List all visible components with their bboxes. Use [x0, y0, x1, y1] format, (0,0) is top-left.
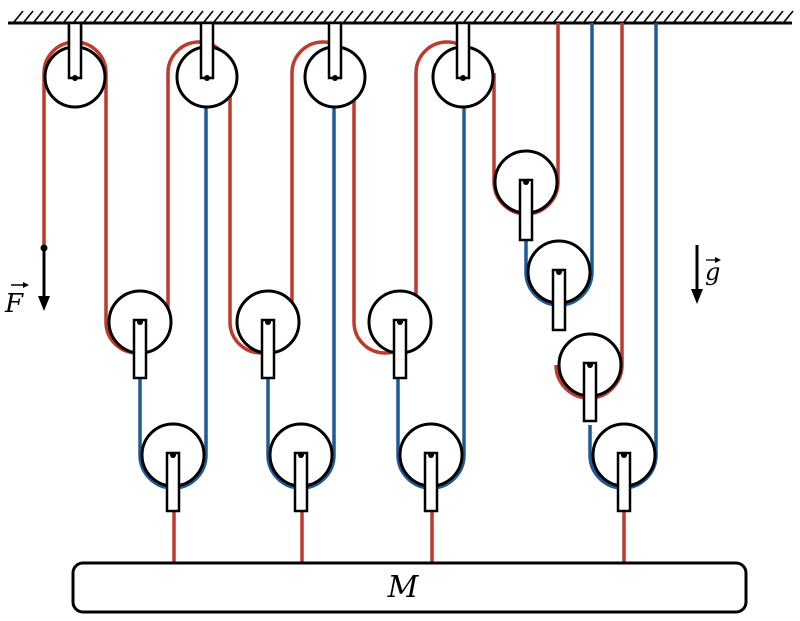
force-label-text: F: [4, 289, 24, 319]
gravity-label-text: g: [705, 258, 720, 286]
movable-pulley-upper-2: [235, 289, 301, 380]
cascade-pulley-2: [526, 239, 592, 332]
cascade-pulley-4: [591, 422, 657, 513]
ceiling: [8, 10, 794, 25]
force-label: F: [4, 282, 29, 319]
fixed-pulley-1: [43, 21, 107, 109]
movable-pulley-upper-1: [107, 289, 173, 380]
movable-pulley-lower-2: [268, 422, 334, 513]
mass-connectors: [172, 510, 626, 563]
cascade-pulley-1: [493, 149, 559, 242]
movable-pulley-upper-3: [367, 289, 433, 380]
movable-pulley-lower-3: [398, 422, 464, 513]
gravity-label: g: [705, 257, 721, 286]
mass-block: M: [71, 561, 748, 614]
mass-label: M: [387, 570, 420, 605]
movable-pulley-lower-1: [140, 422, 206, 513]
fixed-pulley-2: [175, 21, 239, 109]
force-arrow: [38, 244, 50, 311]
gravity-arrow: [691, 245, 703, 304]
cascade-pulley-3: [557, 332, 623, 423]
fixed-pulley-4: [431, 21, 495, 109]
fixed-pulley-3: [303, 21, 367, 109]
